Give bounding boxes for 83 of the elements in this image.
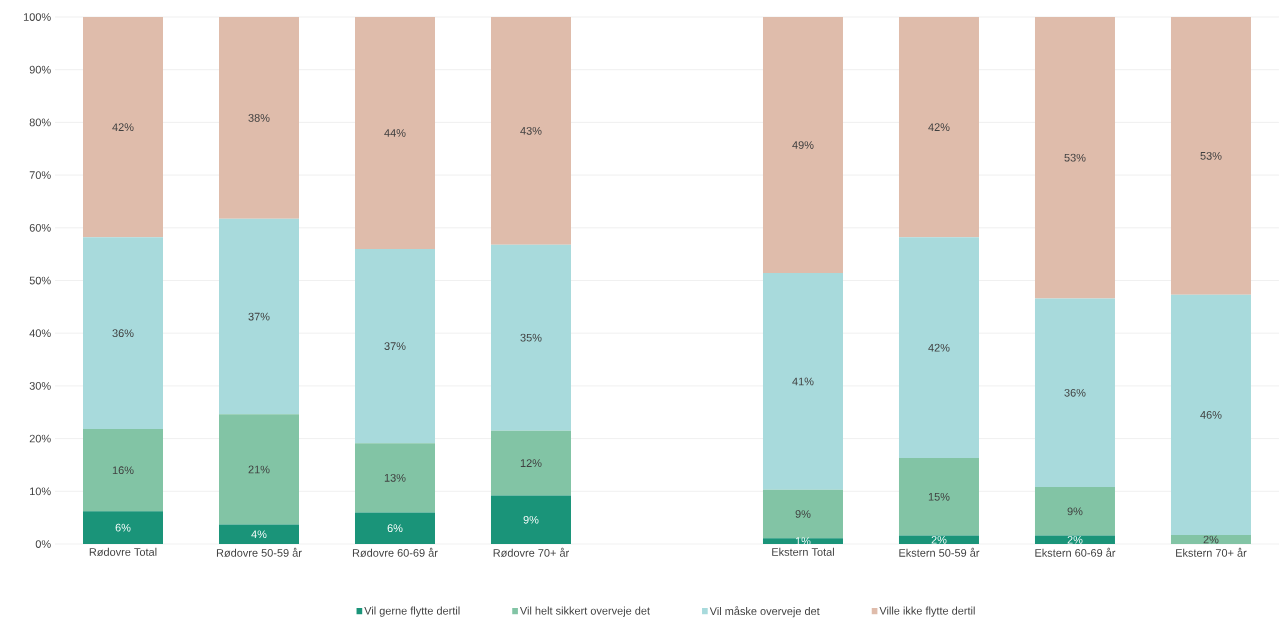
bar — [490, 244, 571, 431]
legend-label: Vil måske overveje det — [709, 606, 820, 618]
bar — [762, 273, 843, 490]
data-label: 4% — [251, 530, 267, 539]
bar — [898, 237, 979, 459]
data-label: 35% — [520, 333, 542, 342]
legend-label: Vil gerne flytte dertil — [364, 606, 460, 617]
data-label: 36% — [112, 329, 134, 338]
y-tick-label: 90% — [29, 65, 51, 74]
data-label: 49% — [792, 141, 814, 149]
x-tick-label: Rødovre 60-69 år — [352, 547, 438, 557]
bar — [1170, 535, 1251, 544]
data-label: 2% — [1067, 535, 1083, 544]
data-label: 46% — [1200, 411, 1222, 419]
bar — [1170, 17, 1251, 295]
x-tick-label: Rødovre Total — [89, 547, 157, 556]
bar — [762, 489, 843, 539]
data-label: 53% — [1200, 151, 1222, 160]
bar — [83, 511, 163, 544]
bar — [1034, 17, 1115, 299]
data-label: 43% — [520, 126, 542, 135]
x-tick-label: Ekstern 50-59 år — [899, 547, 980, 557]
bar — [83, 17, 163, 238]
bar — [490, 17, 571, 245]
y-tick-label: 10% — [30, 487, 51, 496]
data-label: 44% — [384, 129, 406, 137]
data-label: 1% — [795, 537, 811, 545]
bar — [1170, 294, 1251, 536]
bar — [83, 429, 163, 512]
data-label: 2% — [1203, 535, 1219, 544]
bar — [898, 458, 979, 536]
bar — [898, 17, 979, 238]
bar — [219, 524, 299, 544]
y-tick-label: 30% — [29, 382, 51, 390]
data-label: 6% — [387, 524, 403, 533]
y-tick-label: 100% — [23, 13, 51, 21]
data-label: 6% — [115, 523, 131, 532]
y-tick-label: 60% — [29, 223, 51, 232]
x-tick-label: Rødovre 70+ år — [493, 547, 570, 557]
data-label: 53% — [1064, 153, 1086, 162]
x-tick-label: Ekstern Total — [772, 547, 834, 556]
data-label: 38% — [248, 114, 270, 122]
legend-label: Vil helt sikkert overveje det — [519, 606, 650, 617]
data-label: 16% — [112, 466, 134, 475]
bar — [762, 17, 843, 274]
y-tick-label: 70% — [29, 171, 51, 179]
data-label: 42% — [928, 343, 950, 352]
data-label: 9% — [1067, 507, 1083, 516]
bar — [354, 248, 435, 444]
data-label: 36% — [1064, 388, 1086, 397]
bar — [354, 443, 435, 513]
data-label: 2% — [931, 535, 947, 544]
bar — [354, 512, 435, 544]
bar — [762, 538, 843, 544]
data-label: 9% — [523, 515, 539, 524]
x-tick-label: Ekstern 70+ år — [1176, 547, 1247, 557]
y-tick-label: 20% — [29, 434, 51, 443]
data-label: 42% — [928, 123, 950, 131]
bar — [354, 17, 435, 249]
x-tick-label: Rødovre 50-59 år — [216, 547, 302, 557]
bar — [83, 237, 163, 430]
data-label: 9% — [795, 510, 811, 518]
bar — [1034, 487, 1115, 536]
y-tick-label: 50% — [29, 276, 51, 285]
data-label: 42% — [112, 123, 134, 131]
data-label: 21% — [248, 465, 270, 474]
y-tick-label: 40% — [29, 329, 51, 338]
bar — [219, 17, 299, 219]
data-label: 37% — [248, 312, 270, 321]
y-tick-label: 0% — [35, 540, 51, 548]
bar — [490, 495, 571, 544]
data-label: 37% — [384, 342, 406, 350]
bar — [219, 218, 299, 415]
y-tick-label: 80% — [29, 118, 51, 127]
bar — [490, 430, 571, 496]
data-label: 13% — [384, 473, 406, 482]
bar — [1034, 298, 1115, 488]
legend-label: Ville ikke flytte dertil — [879, 606, 975, 617]
data-label: 41% — [792, 377, 814, 386]
x-tick-label: Ekstern 60-69 år — [1035, 547, 1116, 557]
data-label: 12% — [520, 459, 542, 467]
bar — [219, 414, 299, 525]
data-label: 15% — [928, 492, 950, 501]
